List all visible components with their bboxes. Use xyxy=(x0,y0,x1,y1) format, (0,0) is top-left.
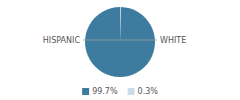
annotation: HISPANIC xyxy=(43,36,81,45)
pie xyxy=(85,7,155,77)
leader-line xyxy=(120,40,157,41)
legend: 99.7% 0.3% xyxy=(82,87,158,96)
pie-slice xyxy=(85,7,155,77)
annotation: WHITE xyxy=(160,36,186,45)
legend-swatch xyxy=(128,88,135,95)
chart: HISPANIC WHITE 99.7% 0.3% xyxy=(0,0,240,100)
legend-label: 99.7% xyxy=(92,87,118,96)
pie-slice xyxy=(120,7,122,42)
leader-line xyxy=(83,40,120,41)
legend-label: 0.3% xyxy=(138,87,159,96)
legend-swatch xyxy=(82,88,89,95)
